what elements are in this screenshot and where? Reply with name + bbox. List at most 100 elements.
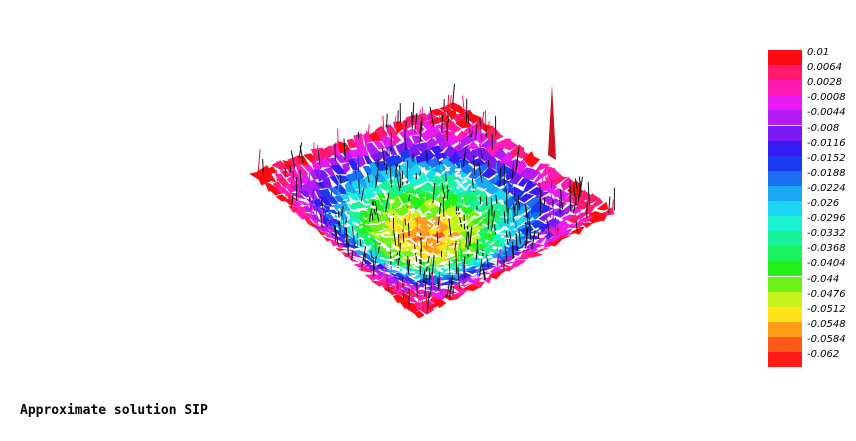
surface-cell (427, 175, 445, 187)
surface-gap (417, 277, 420, 281)
surface-spike (313, 211, 315, 219)
surface-cell (393, 121, 405, 134)
surface-cell (322, 223, 337, 235)
surface-spike (380, 219, 382, 229)
surface-cell (417, 304, 435, 315)
surface-cell (426, 137, 440, 152)
surface-gap (420, 214, 427, 218)
surface-cell (412, 310, 425, 319)
surface-spike (505, 188, 508, 213)
surface-cell (372, 140, 386, 150)
surface-spike (426, 292, 430, 314)
surface-gap (395, 265, 399, 268)
surface-cell (459, 163, 476, 175)
surface-cell (377, 179, 393, 191)
surface-cell (384, 275, 401, 284)
surface-spike (495, 195, 498, 204)
surface-gap (465, 229, 470, 232)
surface-gap (365, 198, 370, 202)
surface-cell (422, 212, 439, 220)
surface-spike (453, 215, 456, 226)
surface-gap (428, 242, 434, 247)
surface-spike (562, 191, 565, 201)
surface-cell (578, 214, 597, 223)
surface-cell (472, 275, 485, 283)
surface-cell (291, 200, 302, 207)
surface-cell (493, 147, 507, 161)
surface-cell (426, 237, 438, 247)
surface-gap (415, 254, 421, 258)
surface-spike (337, 211, 341, 233)
surface-cell (444, 203, 459, 220)
surface-spike (573, 197, 577, 213)
surface-cell (434, 124, 447, 131)
colorbar-tick-label: -0.0008 (807, 92, 846, 104)
surface-gap (365, 203, 371, 206)
colorbar-swatch (768, 336, 802, 352)
surface-cell (503, 238, 518, 246)
surface-gap (420, 166, 426, 172)
surface-gap (371, 197, 378, 200)
surface-gap (425, 235, 429, 239)
surface-spike (431, 254, 435, 275)
surface-spike (539, 193, 542, 217)
surface-gap (353, 221, 360, 227)
surface-spike (487, 232, 490, 242)
surface-spike (422, 270, 426, 283)
surface-spike (521, 148, 525, 160)
colorbar-swatch (768, 231, 802, 247)
surface-spike (425, 232, 429, 250)
surface-gap (347, 224, 350, 227)
surface-spike (429, 272, 432, 279)
surface-cell (487, 260, 505, 264)
surface-cell (318, 195, 334, 208)
surface-cell (335, 247, 347, 252)
surface-gap (467, 183, 472, 186)
surface-spike (511, 163, 515, 180)
surface-cell (417, 171, 429, 184)
surface-cell (351, 254, 369, 262)
surface-cell (494, 178, 511, 188)
surface-cell (387, 195, 402, 210)
surface-spike (363, 232, 365, 242)
surface-gap (391, 245, 397, 250)
surface-gap (389, 222, 393, 226)
surface-cell (418, 219, 435, 234)
surface-cell (471, 215, 486, 225)
surface-cell (554, 191, 570, 202)
surface-cell (466, 113, 482, 124)
surface-spike (396, 173, 401, 192)
surface-cell (596, 201, 609, 211)
surface-spike (374, 174, 379, 189)
surface-cell (332, 153, 350, 163)
surface-cell (357, 178, 369, 190)
surface-cell (352, 201, 369, 209)
surface-cell (408, 163, 423, 176)
surface-cell (562, 204, 576, 215)
surface-spike (365, 139, 369, 153)
colorbar-swatch (768, 140, 802, 156)
surface-spike (424, 274, 427, 297)
surface-spike (543, 197, 546, 206)
surface-spike (477, 238, 483, 258)
surface-gap (388, 264, 395, 268)
surface-cell (488, 160, 506, 172)
surface-cell (448, 292, 466, 299)
surface-cell (359, 209, 374, 220)
surface-spike (431, 274, 433, 297)
surface-cell (519, 167, 535, 180)
surface-cell (409, 143, 421, 160)
surface-gap (437, 214, 441, 217)
surface-cell (372, 259, 390, 267)
surface-spike (485, 196, 488, 206)
surface-gap (457, 213, 464, 218)
surface-spike (401, 170, 404, 186)
surface-cell (285, 192, 299, 201)
surface-spike (313, 144, 319, 165)
surface-spike (411, 185, 414, 199)
surface-cell (453, 188, 472, 198)
surface-gap (500, 235, 505, 238)
surface-cell (554, 201, 567, 209)
colorbar-tick-label: -0.026 (807, 198, 840, 209)
